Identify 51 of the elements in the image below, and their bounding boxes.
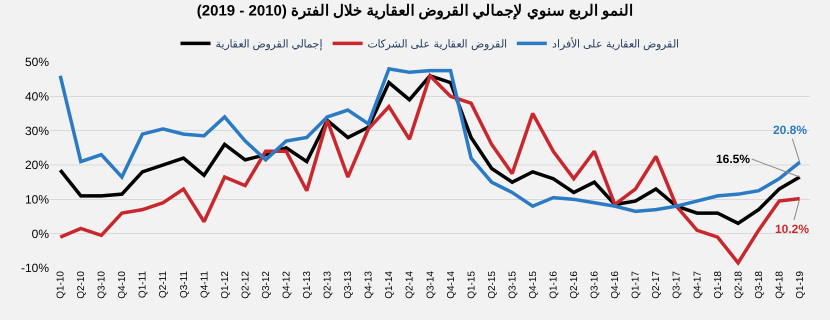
annotation: 16.5% [716,152,750,166]
x-tick-label: Q1-12 [220,270,231,299]
legend-label: القروض العقارية على الشركات [368,38,507,51]
x-tick-label: Q3-13 [343,270,354,299]
x-tick-label: Q2-10 [76,270,88,299]
x-tick-label: Q1-18 [712,270,724,299]
x-tick-label: Q1-11 [138,270,149,298]
x-tick-label: Q2-15 [486,270,498,299]
x-tick-label: Q1-17 [630,270,642,299]
x-tick-label: Q3-11 [178,270,190,298]
x-tick-label: Q2-11 [158,270,170,298]
legend-label: إجمالي القروض العقارية [216,38,323,51]
y-tick-label: 30% [24,124,50,138]
x-tick-label: Q1-13 [302,270,314,299]
x-tick-label: Q3-18 [754,270,765,299]
x-tick-label: Q4-14 [446,270,457,299]
y-tick-label: 50% [24,55,50,70]
y-tick-label: 10% [24,192,50,207]
y-tick-label: -10% [20,261,50,276]
x-tick-label: Q2-13 [322,270,334,299]
x-tick-label: Q4-17 [692,270,704,299]
x-tick-label: Q3-16 [590,270,601,299]
y-tick-label: 0% [32,226,50,241]
x-tick-label: Q1-15 [466,270,478,299]
x-tick-label: Q2-14 [404,270,416,299]
x-tick-label: Q4-16 [610,270,622,299]
x-tick-label: Q1-10 [56,270,67,299]
legend-label: القروض العقارية على الأفراد [552,36,679,51]
x-tick-label: Q1-14 [384,270,396,299]
x-tick-label: Q1-16 [548,270,560,299]
annotation: 10.2% [775,222,810,236]
y-tick-label: 20% [24,158,50,172]
x-tick-label: Q4-18 [774,270,786,299]
y-tick-label: 40% [24,90,50,104]
chart-title: النمو الربع سنوي لإجمالي القروض العقارية خلال الفترة (2010 - 2019) [196,2,634,20]
x-tick-label: Q2-16 [569,270,580,299]
x-tick-label: Q4-11 [199,270,210,298]
x-tick-label: Q2-18 [733,270,744,299]
x-tick-label: Q4-13 [364,270,375,299]
x-tick-label: Q3-10 [96,270,108,299]
x-tick-label: Q4-10 [117,270,128,299]
x-tick-label: Q2-17 [651,270,662,299]
annotation: 20.8% [773,123,808,137]
x-tick-label: Q3-15 [507,270,518,299]
x-tick-label: Q4-15 [528,270,539,299]
x-tick-label: Q3-14 [425,270,436,299]
x-tick-label: Q2-12 [240,270,252,299]
x-tick-label: Q3-12 [260,270,272,299]
x-tick-label: Q1-19 [794,270,806,299]
x-tick-label: Q4-12 [281,270,292,299]
x-tick-label: Q3-17 [672,270,683,299]
